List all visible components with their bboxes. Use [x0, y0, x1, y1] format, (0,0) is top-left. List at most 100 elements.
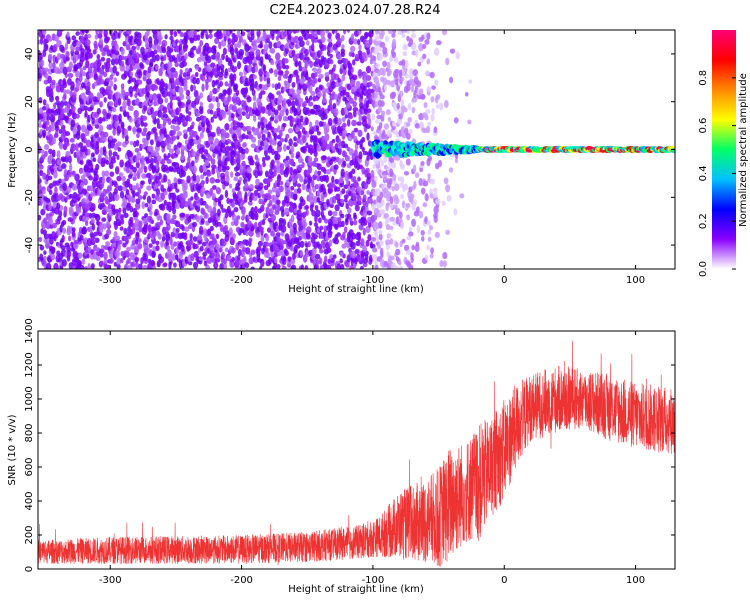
spectrogram-cell [156, 93, 162, 99]
spectrogram-cell [350, 33, 355, 42]
spectrogram-cell [357, 176, 361, 182]
spectrogram-cell [260, 234, 265, 243]
spectrogram-cell [271, 83, 275, 88]
spectrogram-cell [193, 200, 197, 208]
spectrogram-cell [383, 83, 387, 91]
spectrogram-cell [54, 186, 58, 195]
spectrogram-cell [138, 220, 143, 228]
spectrogram-cell [368, 197, 374, 204]
spectrogram-cell [250, 266, 255, 269]
spectrogram-cell [347, 114, 354, 120]
spectrogram-cell [371, 100, 377, 109]
spectrogram-cell [189, 51, 195, 59]
spectrogram-cell [385, 239, 391, 246]
spectrogram-cell [250, 30, 255, 36]
spectrogram-cell [143, 191, 148, 197]
spectrogram-cell [123, 263, 128, 269]
spectrogram-cell [102, 223, 107, 230]
spectrogram-cell [300, 115, 304, 123]
spectrogram-cell [371, 236, 377, 242]
spectrogram-cell [366, 47, 370, 55]
spectrogram-cell [141, 115, 148, 121]
spectrogram-cell [160, 240, 165, 248]
spectrogram-cell [62, 182, 68, 191]
spectrogram-cell [348, 62, 353, 70]
spectrogram-cell [438, 159, 442, 168]
spectrogram-cell [129, 140, 134, 146]
x-tick-label: -100 [362, 575, 385, 586]
spectrogram-cell [128, 105, 134, 112]
spectrogram-cell [346, 118, 351, 127]
spectrogram-cell [248, 183, 254, 190]
spectrogram-cell [441, 200, 446, 206]
spectrogram-cell [398, 259, 402, 266]
spectrogram-cell [307, 166, 313, 174]
spectrogram-cell [104, 233, 109, 240]
spectrogram-cell [287, 101, 293, 107]
spectrogram-cell [287, 115, 294, 121]
spectrogram-cell [378, 233, 383, 241]
spectrogram-cell [244, 77, 249, 86]
spectrogram-cell [203, 212, 209, 219]
spectrogram-cell [418, 178, 424, 187]
spectrogram-cell [181, 102, 186, 108]
spectrogram-cell [200, 208, 206, 215]
spectrogram-cell [42, 189, 46, 195]
spectrogram-cell [426, 32, 431, 40]
spectrogram-cell [304, 117, 309, 126]
spectrogram-cell [242, 142, 248, 148]
spectrogram-cell [379, 94, 385, 100]
spectrogram-cell [313, 135, 318, 143]
spectrogram-cell [103, 251, 108, 260]
spectrogram-cell [365, 75, 372, 82]
spectrogram-cell [413, 199, 417, 206]
spectrogram-cell [365, 239, 370, 247]
spectrogram-cell [211, 79, 216, 88]
spectrogram-cell [128, 86, 134, 95]
spectrogram-cell [235, 89, 240, 97]
spectrogram-cell [197, 233, 203, 241]
spectrogram-cell [311, 247, 317, 255]
spectrogram-cell [202, 171, 207, 176]
spectrogram-cell [304, 30, 306, 31]
spectrogram-cell [117, 185, 123, 192]
spectrogram-cell [386, 251, 391, 258]
spectrogram-cell [356, 186, 362, 193]
spectrogram-cell [288, 73, 294, 79]
spectrogram-cell [256, 97, 262, 105]
spectrogram-cell [114, 49, 120, 56]
spectrogram-cell [276, 90, 282, 96]
spectrogram-cell [204, 30, 209, 37]
spectrogram-cell [368, 81, 373, 87]
spectrogram-cell [205, 82, 209, 91]
spectrogram-cell [407, 116, 412, 123]
spectrogram-cell [81, 124, 86, 133]
spectrogram-cell [341, 117, 346, 122]
spectrogram-cell [379, 191, 384, 199]
spectrogram-cell [301, 161, 305, 169]
spectrogram-cell [248, 229, 254, 237]
spectrogram-cell [169, 236, 173, 246]
spectrogram-cell [190, 239, 194, 246]
spectrogram-cell [126, 30, 132, 36]
spectrogram-cell [188, 103, 192, 111]
spectrogram-cell [174, 39, 179, 44]
spectrogram-cell [115, 43, 119, 52]
spectrogram-cell [329, 140, 334, 149]
spectrogram-cell [318, 257, 323, 265]
spectrogram-cell [276, 199, 281, 205]
snr-x-label: Height of straight line (km) [288, 584, 424, 595]
spectrogram-cell [245, 134, 249, 140]
spectrogram-cell [380, 251, 384, 259]
spectrogram-cell [136, 38, 142, 47]
spectrogram-cell [390, 91, 397, 98]
spectrogram-cell [94, 43, 99, 51]
spectrogram-cell [299, 240, 305, 248]
spectrogram-cell [217, 32, 224, 40]
spectrogram-cell [82, 65, 87, 71]
spectrogram-cell [74, 70, 80, 78]
spectrogram-cell [365, 65, 372, 74]
spectrogram-cell [148, 215, 153, 224]
spectrogram-cell [316, 68, 322, 75]
spectrogram-cell [418, 88, 424, 96]
